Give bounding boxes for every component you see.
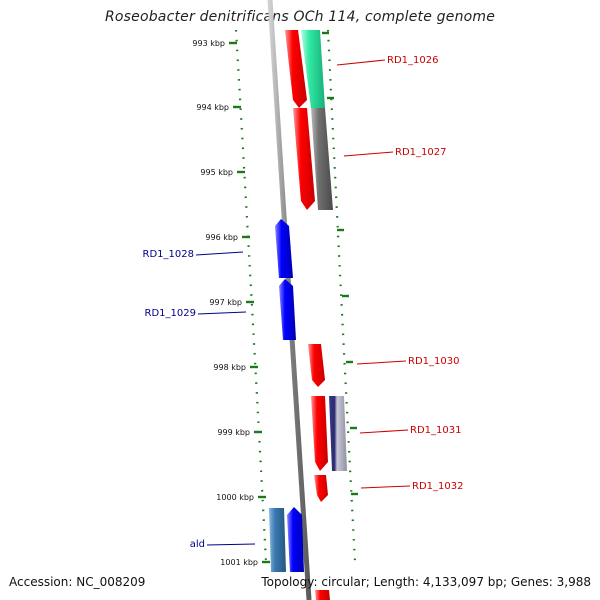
- gene-rd1-1032[interactable]: [314, 475, 328, 502]
- gene-label-ald[interactable]: ald: [190, 539, 205, 550]
- label-connector: [359, 429, 409, 434]
- genome-summary-text: Topology: circular; Length: 4,133,097 bp…: [261, 575, 591, 589]
- gene-rd1-1031-stripe[interactable]: [329, 396, 347, 471]
- tick-label: 1000 kbp: [216, 493, 254, 502]
- tick-label: 996 kbp: [205, 233, 238, 242]
- tick-label: 999 kbp: [217, 428, 250, 437]
- label-connector: [360, 485, 411, 489]
- gene-rd1-1026-a[interactable]: [285, 30, 307, 108]
- outer-ticks: [322, 31, 358, 496]
- accession-text: Accession: NC_008209: [9, 575, 146, 589]
- label-connector: [195, 251, 244, 256]
- gene-label-rd1-1026[interactable]: RD1_1026: [387, 55, 438, 66]
- label-connector: [343, 151, 394, 157]
- label-connector: [336, 59, 386, 66]
- inner-tick-track: [234, 29, 268, 563]
- gene-rd1-1031-red[interactable]: [311, 396, 328, 471]
- label-connector: [206, 543, 256, 546]
- label-connector: [197, 311, 247, 315]
- tick-label: 995 kbp: [200, 168, 233, 177]
- tick-labels: 993 kbp 994 kbp 995 kbp 996 kbp 997 kbp …: [192, 39, 258, 567]
- gene-rd1-1027-red[interactable]: [293, 108, 315, 210]
- gene-ald-blue[interactable]: [287, 507, 304, 572]
- label-connector: [356, 360, 407, 365]
- gene-label-rd1-1029[interactable]: RD1_1029: [145, 308, 196, 319]
- forward-gene-labels: RD1_1026 RD1_1027 RD1_1030 RD1_1031 RD1_…: [336, 55, 463, 492]
- gene-next-red[interactable]: [315, 590, 330, 600]
- reverse-genes: [269, 219, 304, 572]
- gene-label-rd1-1032[interactable]: RD1_1032: [412, 481, 463, 492]
- outer-tick-track: [326, 29, 357, 563]
- gene-label-rd1-1027[interactable]: RD1_1027: [395, 147, 446, 158]
- forward-genes: [285, 30, 347, 600]
- gene-rd1-1026-teal[interactable]: [301, 30, 325, 108]
- tick-label: 994 kbp: [196, 103, 229, 112]
- gene-label-rd1-1028[interactable]: RD1_1028: [143, 249, 194, 260]
- gene-ald-steel[interactable]: [269, 508, 286, 572]
- tick-label: 993 kbp: [192, 39, 225, 48]
- reverse-gene-labels: RD1_1028 RD1_1029 ald: [143, 249, 256, 550]
- gene-label-rd1-1030[interactable]: RD1_1030: [408, 356, 459, 367]
- gene-label-rd1-1031[interactable]: RD1_1031: [410, 425, 461, 436]
- gene-rd1-1030[interactable]: [308, 344, 325, 387]
- tick-label: 997 kbp: [209, 298, 242, 307]
- tick-label: 1001 kbp: [220, 558, 258, 567]
- major-ticks: [229, 41, 270, 564]
- gene-rd1-1028[interactable]: [275, 219, 293, 278]
- gene-rd1-1027-gray[interactable]: [311, 108, 333, 210]
- tick-label: 998 kbp: [213, 363, 246, 372]
- genome-title: Roseobacter denitrificans OCh 114, compl…: [104, 9, 496, 25]
- gene-rd1-1029[interactable]: [279, 279, 296, 340]
